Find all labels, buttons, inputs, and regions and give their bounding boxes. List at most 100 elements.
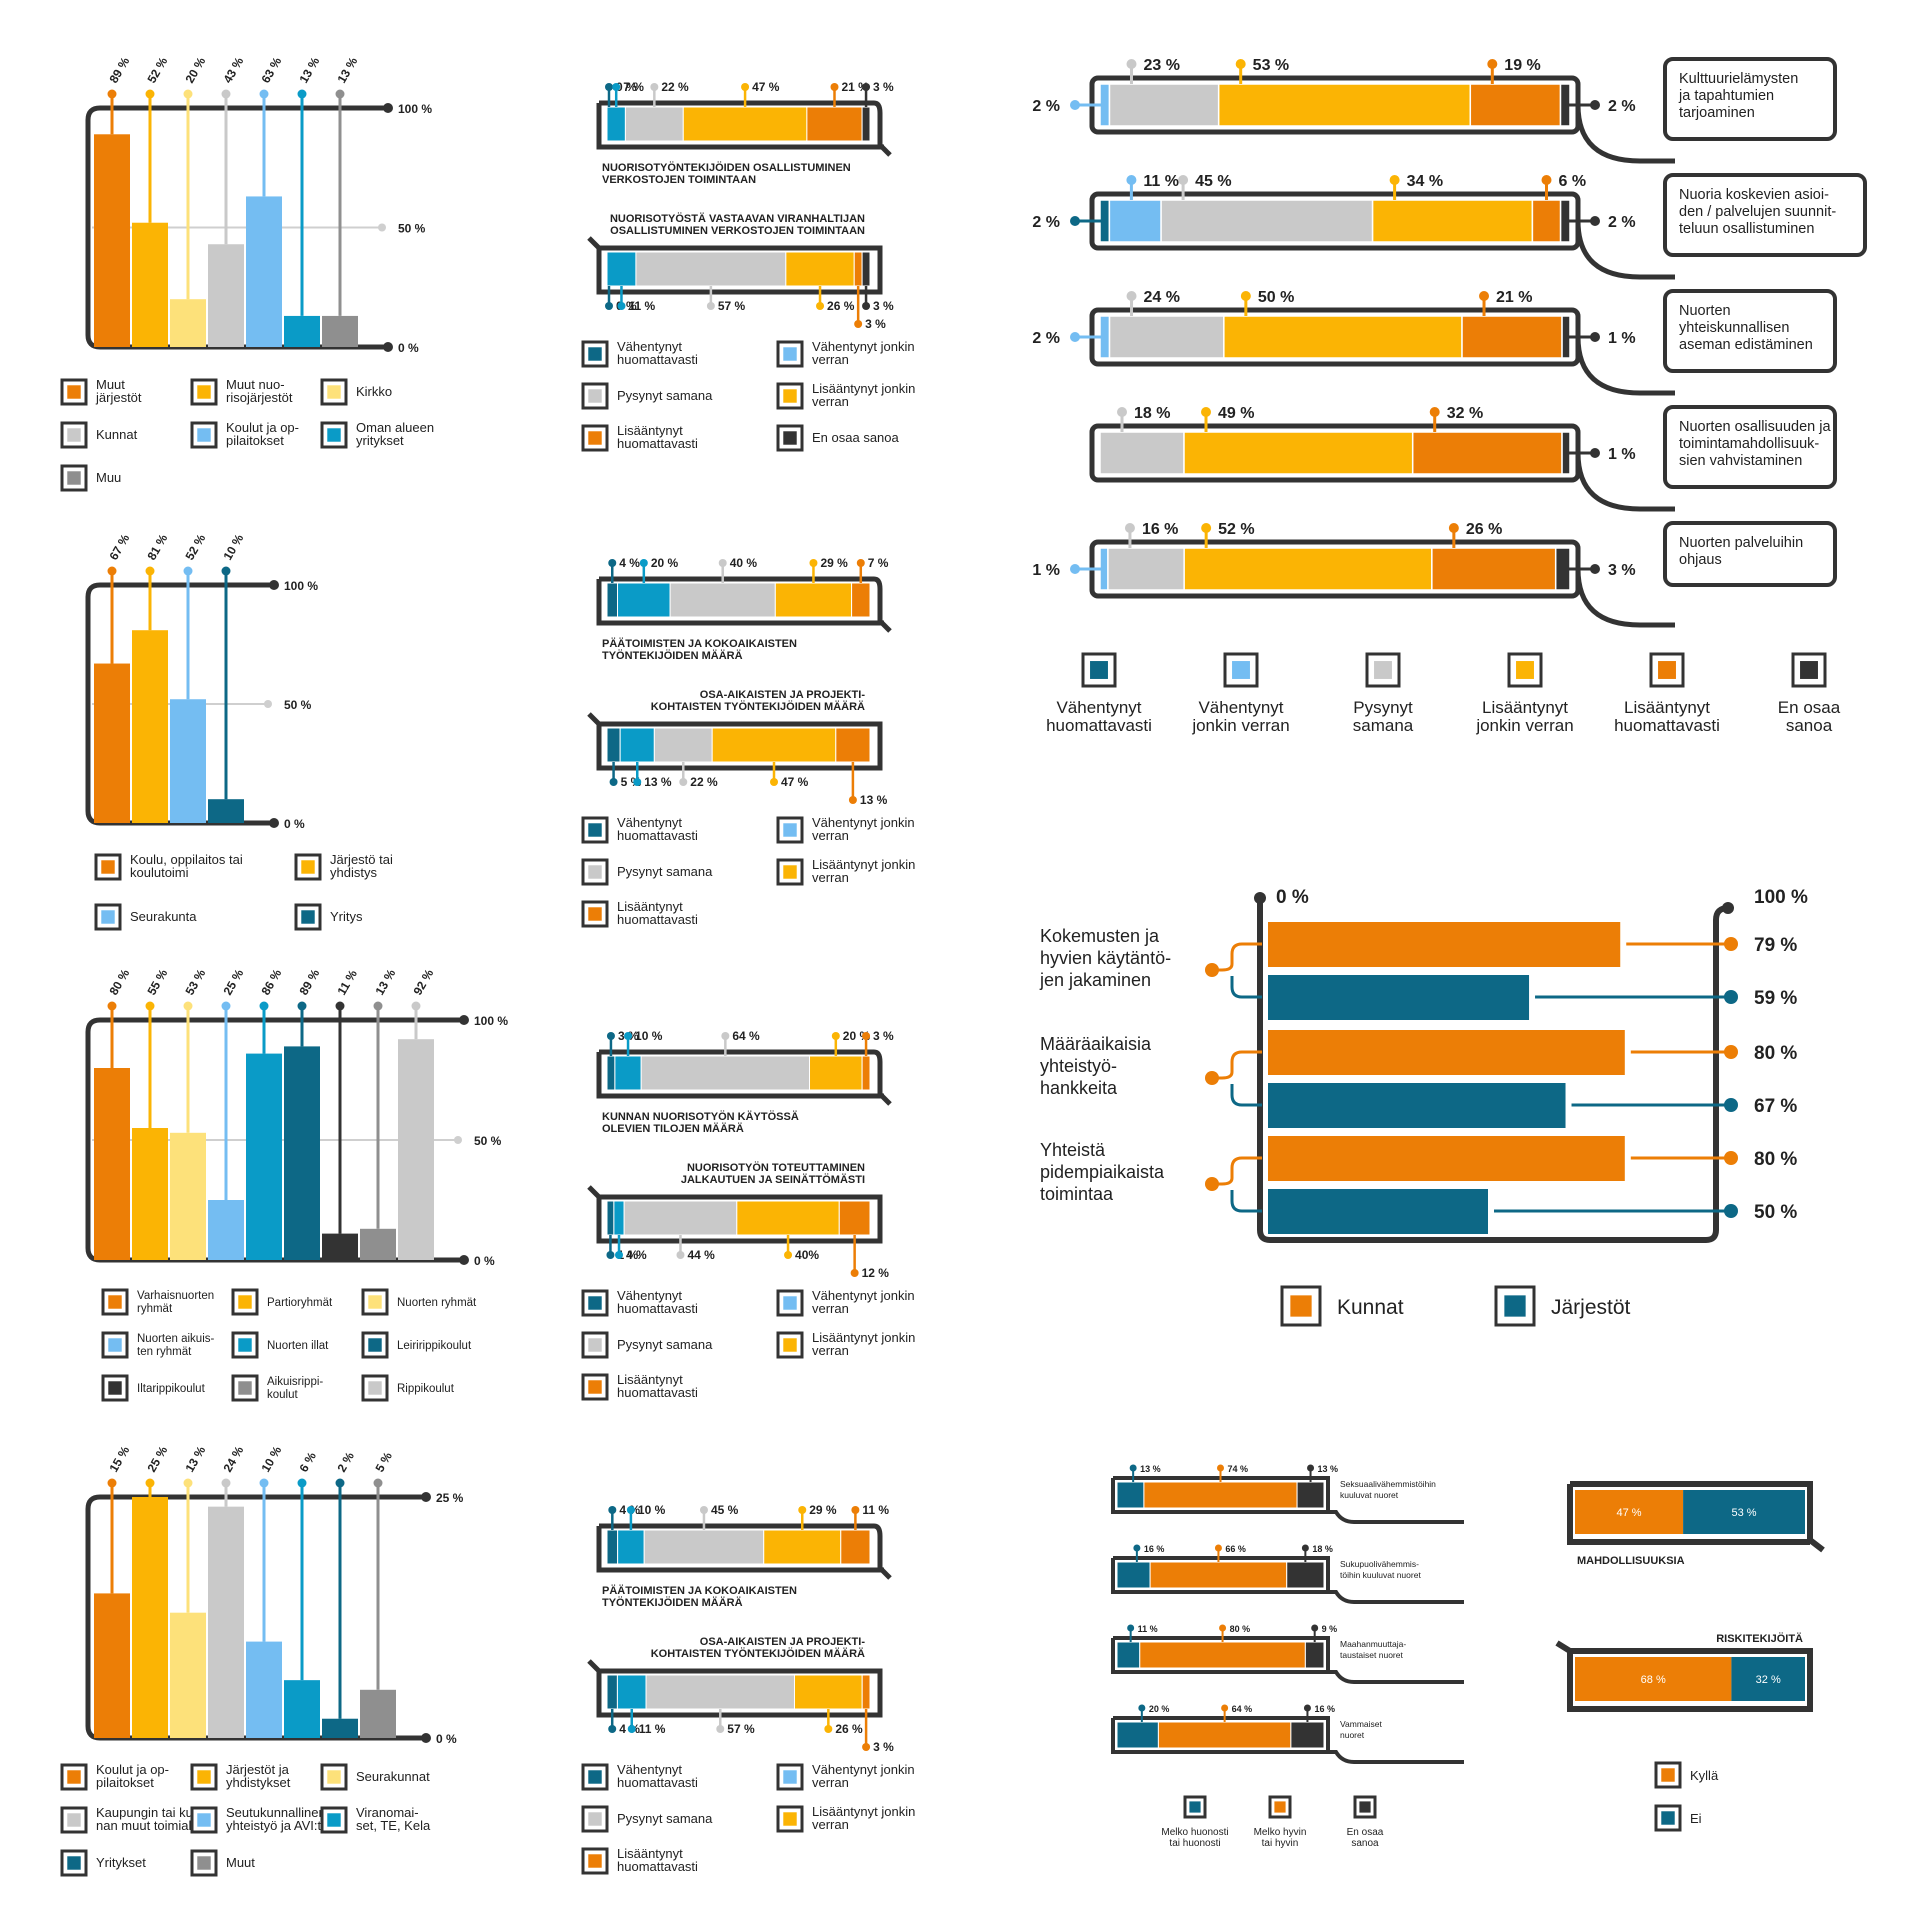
value-leader-dot <box>1429 407 1440 417</box>
bar-leader-dot <box>183 89 193 99</box>
stacked-segment <box>1290 1721 1325 1749</box>
bar-leader-dot <box>221 566 231 576</box>
legend-label: Pysynyt samana <box>617 1337 713 1352</box>
stacked-segment <box>1223 315 1463 359</box>
legend-swatch-fill <box>1232 661 1250 679</box>
legend-swatch-fill <box>783 431 797 445</box>
group-bracket-dot <box>1205 1177 1219 1191</box>
value-leader-dot <box>851 1506 860 1514</box>
bar <box>360 1689 396 1738</box>
value-leader-dot <box>1138 1704 1146 1712</box>
stacked-segment <box>616 1674 647 1710</box>
value-leader-dot <box>718 559 727 567</box>
data-label: 2 % <box>1032 330 1060 347</box>
stacked-segment <box>1160 199 1374 243</box>
bar-frame <box>1111 1556 1464 1604</box>
value-leader-dot <box>1724 1045 1738 1059</box>
bar-frame <box>587 712 883 771</box>
legend-swatch-fill <box>783 1296 797 1310</box>
stacked-segment <box>1304 1641 1325 1669</box>
bar <box>208 1506 244 1738</box>
data-label: 21 % <box>841 80 869 94</box>
legend-swatch-fill <box>1359 1801 1371 1813</box>
data-label: 57 % <box>718 299 746 313</box>
data-label: 26 % <box>1466 521 1502 538</box>
legend-label: Pysynyt samana <box>617 388 713 403</box>
bar <box>1268 1136 1625 1181</box>
data-label: 86 % <box>258 967 284 998</box>
stacked-segment <box>1108 199 1162 243</box>
value-leader-dot <box>615 1251 624 1259</box>
bar-leader-dot <box>183 1478 193 1488</box>
value-leader-dot <box>1301 1544 1309 1552</box>
legend-swatch-fill <box>1516 661 1534 679</box>
data-label: 13 % <box>182 1444 208 1475</box>
stacked-segment <box>1116 1641 1141 1669</box>
bar-leader-dot <box>145 89 155 99</box>
data-label: 11 % <box>639 1722 666 1736</box>
legend-label: Muu <box>96 470 121 485</box>
bar-leader-dot <box>335 89 345 99</box>
legend-swatch-fill <box>1189 1801 1201 1813</box>
data-label: 22 % <box>690 775 718 789</box>
value-leader-dot <box>862 83 871 91</box>
bar-leader-dot <box>107 1001 117 1011</box>
stacked-segment <box>1108 83 1220 127</box>
legend-label: Muut <box>226 1855 255 1870</box>
data-label: 20 % <box>182 55 208 86</box>
legend-swatch <box>581 1331 609 1359</box>
legend-swatch-fill <box>783 389 797 403</box>
legend-label: Vähentynyt jonkin verran <box>812 1762 915 1790</box>
legend-label: Viranomai-set, TE, Kela <box>356 1805 431 1833</box>
data-label: 64 % <box>1232 1704 1253 1714</box>
group-bracket-dot <box>1205 963 1219 977</box>
value-leader-dot <box>1127 1624 1135 1632</box>
callout-box <box>1663 405 1837 489</box>
value-leader-dot <box>1219 1624 1227 1632</box>
callout-box <box>1663 521 1837 587</box>
data-label: 44 % <box>687 1248 715 1262</box>
group-bracket <box>1230 1084 1262 1107</box>
data-label: 57 % <box>727 1722 755 1736</box>
vbar-chart-vbar1: 100 % 0 % 50 % 89 % 52 % 20 % 43 % 63 % 13 % 13 %… <box>60 55 434 492</box>
tick-label: 100 % <box>398 102 432 116</box>
tick-label: 0 % <box>398 341 419 355</box>
data-label: 29 % <box>809 1503 837 1517</box>
data-label: 11 % <box>334 967 360 997</box>
data-label: 47 % <box>1617 1507 1642 1519</box>
legend-label: Rippikoulut <box>397 1383 455 1395</box>
legend-swatch-fill <box>368 1381 382 1395</box>
stacked-segment <box>1139 1641 1306 1669</box>
value-leader-dot <box>699 1506 708 1514</box>
legend-label: Yritys <box>330 909 363 924</box>
legend-label: Koulu, oppilaitos tai koulutoimi <box>130 852 243 880</box>
legend-swatch <box>231 1331 259 1359</box>
legend-swatch-fill <box>101 860 115 874</box>
tick-label: 50 % <box>474 1134 502 1148</box>
stacked-segment <box>1183 547 1433 591</box>
data-label: 55 % <box>144 967 170 998</box>
legend-swatch-fill <box>67 1770 81 1784</box>
data-label: 19 % <box>1504 57 1540 74</box>
bar-leader-dot <box>297 1478 307 1488</box>
legend-swatch <box>1223 652 1259 688</box>
stacked-segment <box>835 727 871 763</box>
bar <box>1268 975 1530 1020</box>
bar-title: NUORISOTYÖN TOTEUTTAMINEN JALKAUTUEN JA S… <box>681 1161 865 1186</box>
row-label: Nuorten yhteiskunnallisen aseman edistämin… <box>1679 303 1813 353</box>
data-label: 13 % <box>296 55 322 86</box>
legend-swatch-fill <box>67 1856 81 1870</box>
legend-swatch-fill <box>783 1770 797 1784</box>
legend-swatch <box>581 1373 609 1401</box>
data-label: 80 % <box>1230 1624 1251 1634</box>
value-leader-dot <box>606 1032 615 1040</box>
data-label: 18 % <box>1134 405 1170 422</box>
data-label: 32 % <box>1447 405 1483 422</box>
stacked-segment <box>736 1200 840 1236</box>
legend-label: Vähentynyt huomattavasti <box>617 815 698 843</box>
legend-label: Koulut ja op-pilaitokset <box>96 1762 169 1790</box>
legend-label: Kirkko <box>356 384 392 399</box>
value-leader-dot <box>1201 407 1212 417</box>
value-leader-dot <box>650 83 659 91</box>
legend-label: Järjestöt ja yhdistykset <box>226 1762 291 1790</box>
